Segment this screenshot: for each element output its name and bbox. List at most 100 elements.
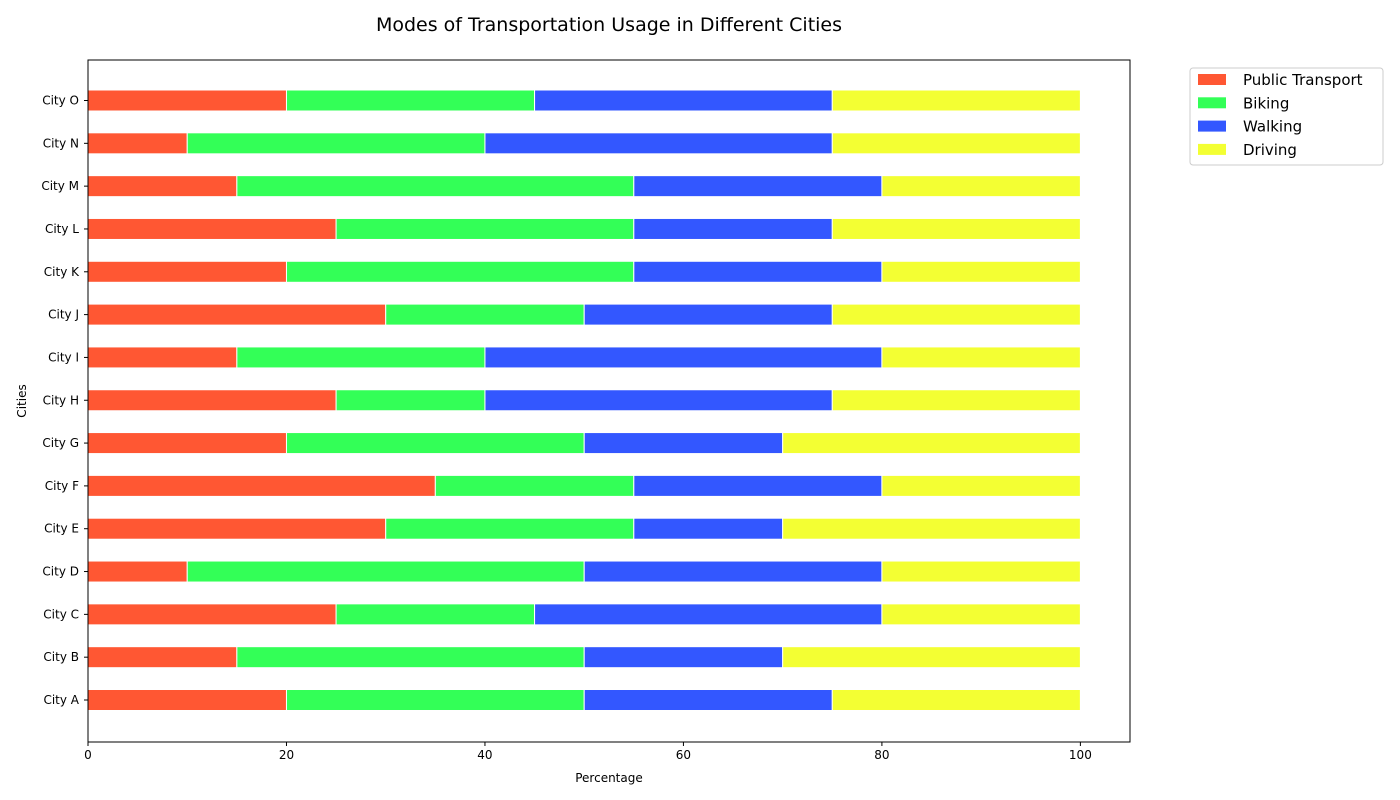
- y-tick-label: City G: [42, 436, 79, 450]
- y-tick-label: City D: [42, 565, 79, 579]
- bar-city-a-public-transport: [87, 689, 287, 711]
- bar-city-d-biking: [186, 560, 585, 583]
- bar-city-j-public-transport: [87, 303, 387, 326]
- bar-city-o-driving: [831, 89, 1081, 112]
- bar-city-h-biking: [335, 389, 486, 412]
- bar-city-k-biking: [285, 260, 635, 283]
- bar-city-k-public-transport: [87, 260, 287, 283]
- bar-city-j-biking: [385, 303, 585, 326]
- legend-items: Public Transport Biking Walking Driving: [1198, 71, 1363, 159]
- bar-city-l-public-transport: [87, 217, 337, 240]
- legend-swatch: [1198, 74, 1226, 85]
- bar-city-g-driving: [782, 432, 1081, 455]
- bar-city-d-public-transport: [87, 560, 188, 583]
- y-axis-label: Cities: [15, 384, 29, 417]
- bar-city-k-walking: [633, 260, 883, 283]
- legend-frame: [1189, 67, 1384, 166]
- bar-city-l-biking: [335, 217, 635, 240]
- x-axis-label: Percentage: [575, 771, 643, 785]
- bar-city-e-walking: [633, 517, 784, 540]
- bar-city-e-biking: [385, 517, 635, 540]
- y-tick-label: City C: [43, 607, 79, 621]
- bar-city-g-biking: [285, 432, 585, 455]
- bar-city-a-walking: [583, 689, 833, 711]
- bar-city-m-biking: [236, 175, 635, 198]
- x-axis-ticks: 0 20 40 60 80 100: [84, 742, 1092, 762]
- bar-city-n-biking: [186, 132, 486, 155]
- x-tick-label: 80: [874, 748, 889, 762]
- bar-city-c-walking: [534, 603, 883, 626]
- legend: Public Transport Biking Walking Driving: [1189, 67, 1384, 166]
- x-tick-label: 0: [84, 748, 92, 762]
- bar-city-c-public-transport: [87, 603, 337, 626]
- bar-city-c-biking: [335, 603, 536, 626]
- bar-city-f-biking: [434, 474, 635, 497]
- x-tick-label: 60: [676, 748, 691, 762]
- bar-city-n-public-transport: [87, 132, 188, 155]
- bar-city-c-driving: [881, 603, 1081, 626]
- bars-group: [87, 89, 1081, 711]
- legend-label: Public Transport: [1243, 71, 1363, 89]
- bar-city-f-driving: [881, 474, 1081, 497]
- bar-city-j-walking: [583, 303, 833, 326]
- y-tick-label: City L: [45, 222, 79, 236]
- y-tick-label: City J: [48, 308, 79, 322]
- bar-city-o-public-transport: [87, 89, 287, 112]
- legend-label: Driving: [1243, 141, 1297, 159]
- y-axis-ticks: City A City B City C City D City E City F City…: [41, 94, 88, 707]
- bar-city-m-driving: [881, 175, 1081, 198]
- bar-city-a-driving: [831, 689, 1081, 711]
- x-tick-label: 100: [1069, 748, 1092, 762]
- y-tick-label: City A: [43, 693, 79, 707]
- x-tick-label: 20: [279, 748, 294, 762]
- plot-frame: [87, 59, 1131, 743]
- bar-city-d-driving: [881, 560, 1081, 583]
- y-tick-label: City M: [41, 179, 79, 193]
- y-tick-label: City F: [45, 479, 79, 493]
- bar-city-a-biking: [285, 689, 585, 711]
- y-tick-label: City E: [44, 522, 79, 536]
- bar-city-n-walking: [484, 132, 833, 155]
- bar-city-g-public-transport: [87, 432, 287, 455]
- bar-city-m-public-transport: [87, 175, 238, 198]
- y-tick-label: City B: [43, 650, 79, 664]
- bar-city-b-driving: [782, 646, 1081, 669]
- bar-city-i-public-transport: [87, 346, 238, 369]
- bar-city-o-walking: [534, 89, 833, 112]
- chart-title: Modes of Transportation Usage in Differe…: [376, 14, 842, 36]
- x-tick-label: 40: [477, 748, 492, 762]
- bar-city-b-biking: [236, 646, 585, 669]
- bar-city-f-public-transport: [87, 474, 436, 497]
- legend-swatch: [1198, 97, 1226, 109]
- y-tick-label: City K: [44, 265, 80, 279]
- bar-city-h-driving: [831, 389, 1081, 412]
- bar-city-b-public-transport: [87, 646, 238, 669]
- y-tick-label: City O: [42, 94, 79, 108]
- bar-city-i-biking: [236, 346, 486, 369]
- legend-swatch: [1198, 143, 1226, 155]
- y-tick-label: City I: [48, 350, 79, 364]
- bar-city-f-walking: [633, 474, 883, 497]
- legend-label: Biking: [1243, 94, 1289, 112]
- bar-city-h-public-transport: [87, 389, 337, 412]
- bar-city-m-walking: [633, 175, 883, 198]
- bar-city-l-walking: [633, 217, 833, 240]
- legend-label: Walking: [1243, 118, 1302, 136]
- bar-city-l-driving: [831, 217, 1081, 240]
- bar-city-e-public-transport: [87, 517, 387, 540]
- y-tick-label: City H: [43, 393, 79, 407]
- bar-city-i-walking: [484, 346, 883, 369]
- y-tick-label: City N: [43, 136, 79, 150]
- bar-city-h-walking: [484, 389, 833, 412]
- bar-city-b-walking: [583, 646, 784, 669]
- bar-city-d-walking: [583, 560, 883, 583]
- bar-city-n-driving: [831, 132, 1081, 155]
- bar-city-e-driving: [782, 517, 1081, 540]
- legend-swatch: [1198, 120, 1226, 132]
- bar-city-g-walking: [583, 432, 784, 455]
- bar-city-o-biking: [285, 89, 536, 112]
- bar-city-k-driving: [881, 260, 1081, 283]
- bar-city-i-driving: [881, 346, 1081, 369]
